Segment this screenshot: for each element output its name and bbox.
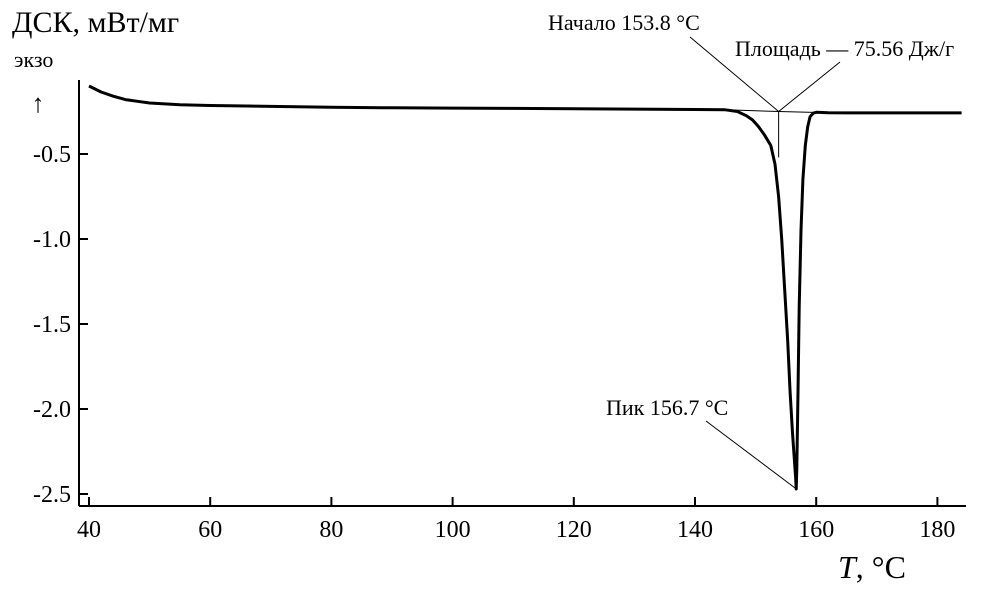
y-axis-label: ДСК, мВт/мг <box>12 6 179 39</box>
x-tick-label: 60 <box>198 517 222 543</box>
x-tick-label: 100 <box>435 517 471 543</box>
svg-text:T, °C: T, °C <box>838 549 906 585</box>
area-annotation: Площадь — 75.56 Дж/г <box>735 36 954 61</box>
onset-annotation: Начало 153.8 °C <box>548 10 700 35</box>
y-tick-label: -2.0 <box>33 397 71 423</box>
y-tick-label: -0.5 <box>33 142 71 168</box>
x-tick-label: 140 <box>677 517 713 543</box>
peak-annotation: Пик 156.7 °C <box>606 395 728 420</box>
exo-arrow-icon: ↑ <box>32 89 45 118</box>
onset-leader-line <box>689 36 779 112</box>
x-tick-label: 180 <box>919 517 955 543</box>
x-axis-label: T, °C <box>838 549 906 585</box>
y-ticks: -0.5 -1.0 -1.5 -2.0 -2.5 <box>33 142 88 508</box>
x-axis-unit: , °C <box>856 549 906 585</box>
x-axis-symbol: T <box>838 549 858 585</box>
y-tick-label: -1.0 <box>33 227 71 253</box>
x-tick-label: 160 <box>798 517 834 543</box>
x-tick-label: 40 <box>77 517 101 543</box>
exo-label: экзо <box>14 47 53 72</box>
y-tick-label: -2.5 <box>33 482 71 508</box>
area-leader-line <box>778 61 841 112</box>
x-tick-label: 80 <box>319 517 343 543</box>
dsc-curve <box>88 84 962 491</box>
y-tick-label: -1.5 <box>33 312 71 338</box>
x-tick-label: 120 <box>556 517 592 543</box>
x-ticks: 40 60 80 100 120 140 160 180 <box>77 497 955 543</box>
peak-leader-line <box>705 420 797 490</box>
